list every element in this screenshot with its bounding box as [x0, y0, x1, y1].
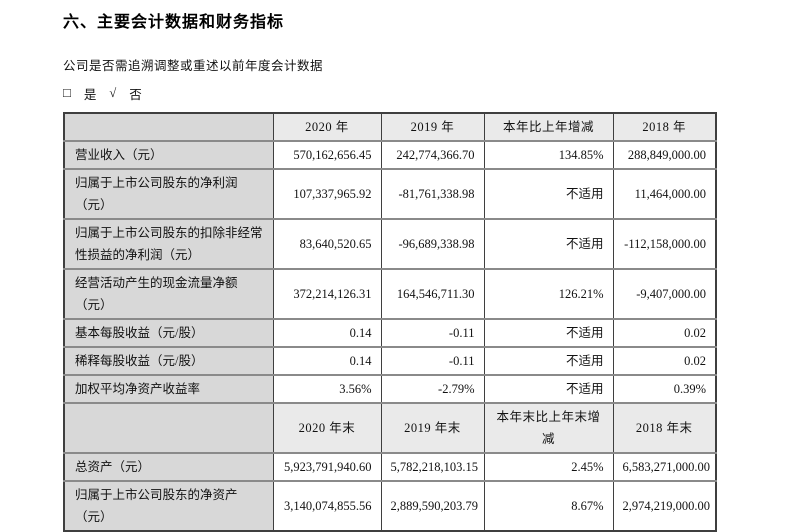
- value-cell: 0.02: [612, 318, 716, 347]
- row-label-cell: 基本每股收益（元/股）: [63, 318, 273, 347]
- value-cell: -96,689,338.98: [380, 218, 484, 269]
- value-cell: 288,849,000.00: [612, 140, 716, 169]
- value-cell: -2.79%: [380, 374, 484, 403]
- checkbox-no-label: 否: [129, 88, 142, 102]
- value-cell: -112,158,000.00: [612, 218, 716, 269]
- table-row: 稀释每股收益（元/股） 0.14 -0.11 不适用 0.02: [63, 346, 716, 375]
- financial-table-body: 2020 年 2019 年本年比上年增减 2018 年营业收入（元） 570,162,…: [63, 113, 716, 531]
- value-cell: 8.67%: [483, 480, 613, 531]
- checkbox-unchecked-icon: □: [63, 84, 71, 100]
- value-cell: 不适用: [483, 318, 613, 347]
- checkbox-yes-label: 是: [83, 88, 97, 102]
- table-row: 营业收入（元） 570,162,656.45 242,774,366.70 134.8…: [63, 140, 716, 169]
- restatement-answer-line: □ 是 √ 否: [63, 84, 715, 103]
- value-cell: 570,162,656.45: [272, 140, 381, 169]
- value-cell: 5,782,218,103.15: [380, 452, 484, 481]
- value-cell: 164,546,711.30: [380, 268, 484, 319]
- value-cell: 126.21%: [483, 268, 613, 319]
- page-title: 六、主要会计数据和财务指标: [63, 14, 285, 31]
- table-header-row: 2020 年末 2019 年末 本年末比上年末增减 2018 年末: [63, 402, 716, 453]
- value-cell: -0.11: [380, 318, 484, 347]
- value-cell: 11,464,000.00: [612, 168, 716, 219]
- header-period-cell: 2018 年末: [612, 402, 716, 453]
- row-label-cell: 营业收入（元）: [63, 140, 273, 169]
- value-cell: 不适用: [483, 346, 613, 375]
- value-cell: 0.39%: [612, 374, 716, 403]
- header-corner-cell: [63, 113, 273, 141]
- row-label-cell: 经营活动产生的现金流量净额（元）: [63, 268, 273, 319]
- header-period-cell: 2019 年: [380, 113, 484, 141]
- table-row: 归属于上市公司股东的净资产（元） 3,140,074,855.56 2,889,59…: [63, 480, 716, 531]
- row-label-cell: 归属于上市公司股东的净利润（元）: [63, 168, 273, 219]
- value-cell: -81,761,338.98: [380, 168, 484, 219]
- value-cell: 0.02: [612, 346, 716, 375]
- row-label-cell: 加权平均净资产收益率: [63, 374, 273, 403]
- header-period-cell: 2020 年末: [272, 402, 381, 453]
- header-period-cell: 2020 年: [272, 113, 381, 141]
- value-cell: 不适用: [483, 374, 613, 403]
- table-row: 经营活动产生的现金流量净额（元） 372,214,126.31 164,546,71…: [63, 268, 716, 319]
- value-cell: 83,640,520.65: [272, 218, 381, 269]
- value-cell: -0.11: [380, 346, 484, 375]
- table-row: 归属于上市公司股东的净利润（元） 107,337,965.92 -81,761,33…: [63, 168, 716, 219]
- restatement-question-text: 公司是否需追溯调整或重述以前年度会计数据: [63, 59, 324, 73]
- table-row: 总资产（元） 5,923,791,940.60 5,782,218,103.15 2.…: [63, 452, 716, 481]
- row-label-cell: 归属于上市公司股东的扣除非经常性损益的净利润（元）: [63, 218, 273, 269]
- value-cell: 不适用: [483, 168, 613, 219]
- header-period-cell: 2018 年: [612, 113, 716, 141]
- value-cell: 134.85%: [483, 140, 613, 169]
- row-label-cell: 总资产（元）: [63, 452, 273, 481]
- value-cell: 2.45%: [483, 452, 613, 481]
- table-row: 基本每股收益（元/股） 0.14 -0.11 不适用 0.02: [63, 318, 716, 347]
- table-row: 加权平均净资产收益率 3.56% -2.79% 不适用 0.39%: [63, 374, 716, 403]
- table-row: 归属于上市公司股东的扣除非经常性损益的净利润（元） 83,640,520.65 -9…: [63, 218, 716, 269]
- value-cell: -9,407,000.00: [612, 268, 716, 319]
- value-cell: 242,774,366.70: [380, 140, 484, 169]
- header-period-cell: 本年比上年增减: [483, 113, 613, 141]
- value-cell: 6,583,271,000.00: [612, 452, 716, 481]
- value-cell: 不适用: [483, 218, 613, 269]
- value-cell: 0.14: [272, 346, 381, 375]
- value-cell: 3,140,074,855.56: [272, 480, 381, 531]
- value-cell: 3.56%: [272, 374, 381, 403]
- table-header-row: 2020 年 2019 年本年比上年增减 2018 年: [63, 113, 716, 141]
- value-cell: 0.14: [272, 318, 381, 347]
- value-cell: 2,889,590,203.79: [380, 480, 484, 531]
- check-mark-icon: √: [109, 86, 117, 100]
- row-label-cell: 归属于上市公司股东的净资产（元）: [63, 480, 273, 531]
- row-label-cell: 稀释每股收益（元/股）: [63, 346, 273, 375]
- financial-indicators-table: 2020 年 2019 年本年比上年增减 2018 年营业收入（元） 570,162,…: [63, 112, 717, 532]
- value-cell: 372,214,126.31: [272, 268, 381, 319]
- header-period-cell: 本年末比上年末增减: [483, 402, 613, 453]
- header-period-cell: 2019 年末: [380, 402, 484, 453]
- value-cell: 107,337,965.92: [272, 168, 381, 219]
- value-cell: 5,923,791,940.60: [272, 452, 381, 481]
- header-corner-cell: [63, 402, 273, 453]
- value-cell: 2,974,219,000.00: [612, 480, 716, 531]
